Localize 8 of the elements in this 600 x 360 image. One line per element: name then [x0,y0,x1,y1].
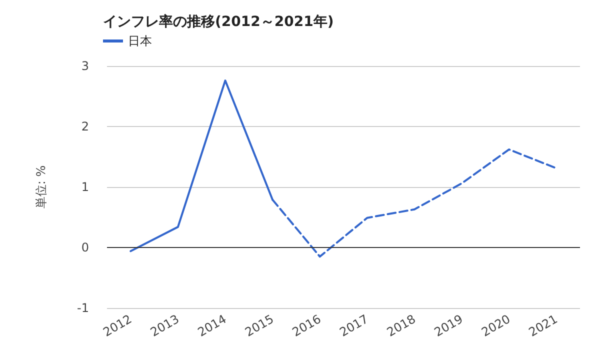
chart-title: インフレ率の推移(2012～2021年) [103,13,334,30]
y-tick-label: 3 [81,59,89,73]
y-tick-label: 0 [81,240,89,254]
y-axis-title: 単位: % [34,165,48,209]
y-tick-label: 1 [81,180,89,194]
y-tick-label: 2 [81,120,89,134]
y-tick-label: -1 [77,301,89,315]
legend-label: 日本 [128,34,152,48]
